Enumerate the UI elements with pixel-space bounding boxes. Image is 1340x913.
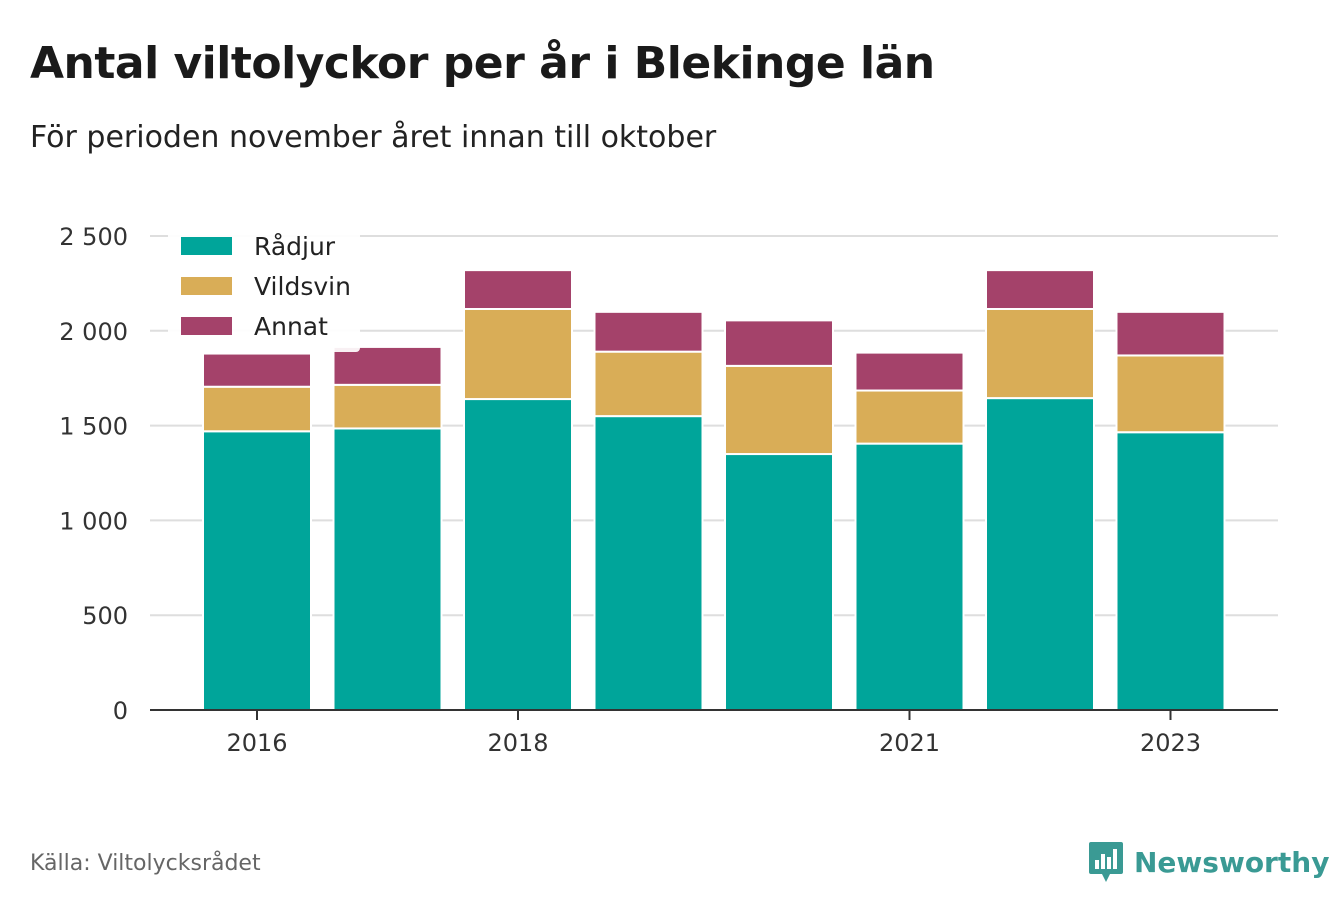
bar-segment: [202, 430, 312, 711]
bar-segment: [854, 389, 965, 445]
legend-swatch: [181, 237, 232, 255]
bar-segment: [332, 383, 443, 430]
y-tick-label: 2 500: [59, 223, 128, 251]
bar-segment: [332, 427, 443, 711]
legend-swatch: [181, 317, 232, 335]
legend-label: Rådjur: [254, 232, 336, 261]
y-tick-label: 0: [113, 697, 128, 725]
bar-segment: [724, 364, 834, 456]
brand-logo: Newsworthy: [1088, 840, 1329, 884]
bar-segment: [202, 352, 312, 388]
brand-name: Newsworthy: [1134, 845, 1330, 879]
bar-segment: [1115, 310, 1226, 357]
x-tick-label: 2023: [1140, 729, 1201, 757]
bar-segment: [463, 269, 573, 310]
bar-segment: [593, 350, 704, 418]
y-tick-label: 1 500: [59, 413, 128, 441]
legend-swatch: [181, 277, 232, 295]
bar-segment: [593, 310, 704, 353]
chart-title: Antal viltolyckor per år i Blekinge län: [30, 38, 935, 89]
bar-segment: [463, 307, 573, 401]
y-tick-label: 2 000: [59, 318, 128, 346]
legend-label: Annat: [254, 312, 328, 341]
bar-segment: [854, 351, 965, 392]
source-note: Källa: Viltolycksrådet: [30, 851, 261, 876]
x-tick-label: 2018: [487, 729, 548, 757]
chart-subtitle: För perioden november året innan till ok…: [30, 120, 717, 155]
bar-segment: [1115, 354, 1226, 434]
y-tick-label: 500: [82, 602, 128, 630]
bar-segment: [1115, 431, 1226, 711]
legend-label: Vildsvin: [254, 272, 351, 301]
bar-segment: [593, 415, 704, 711]
y-tick-label: 1 000: [59, 507, 128, 535]
x-tick-label: 2016: [226, 729, 287, 757]
bar-segment: [463, 398, 573, 711]
bar-segment: [724, 453, 834, 712]
x-tick-label: 2021: [879, 729, 940, 757]
bar-segment: [854, 442, 965, 711]
bar-segment: [724, 319, 834, 367]
bar-segment: [985, 269, 1095, 310]
bar-segment: [332, 345, 443, 386]
bar-segment: [985, 397, 1095, 711]
bar-segment: [202, 385, 312, 433]
bar-segment: [985, 307, 1095, 400]
bar-chart-speech-bubble-icon: [1089, 842, 1123, 882]
